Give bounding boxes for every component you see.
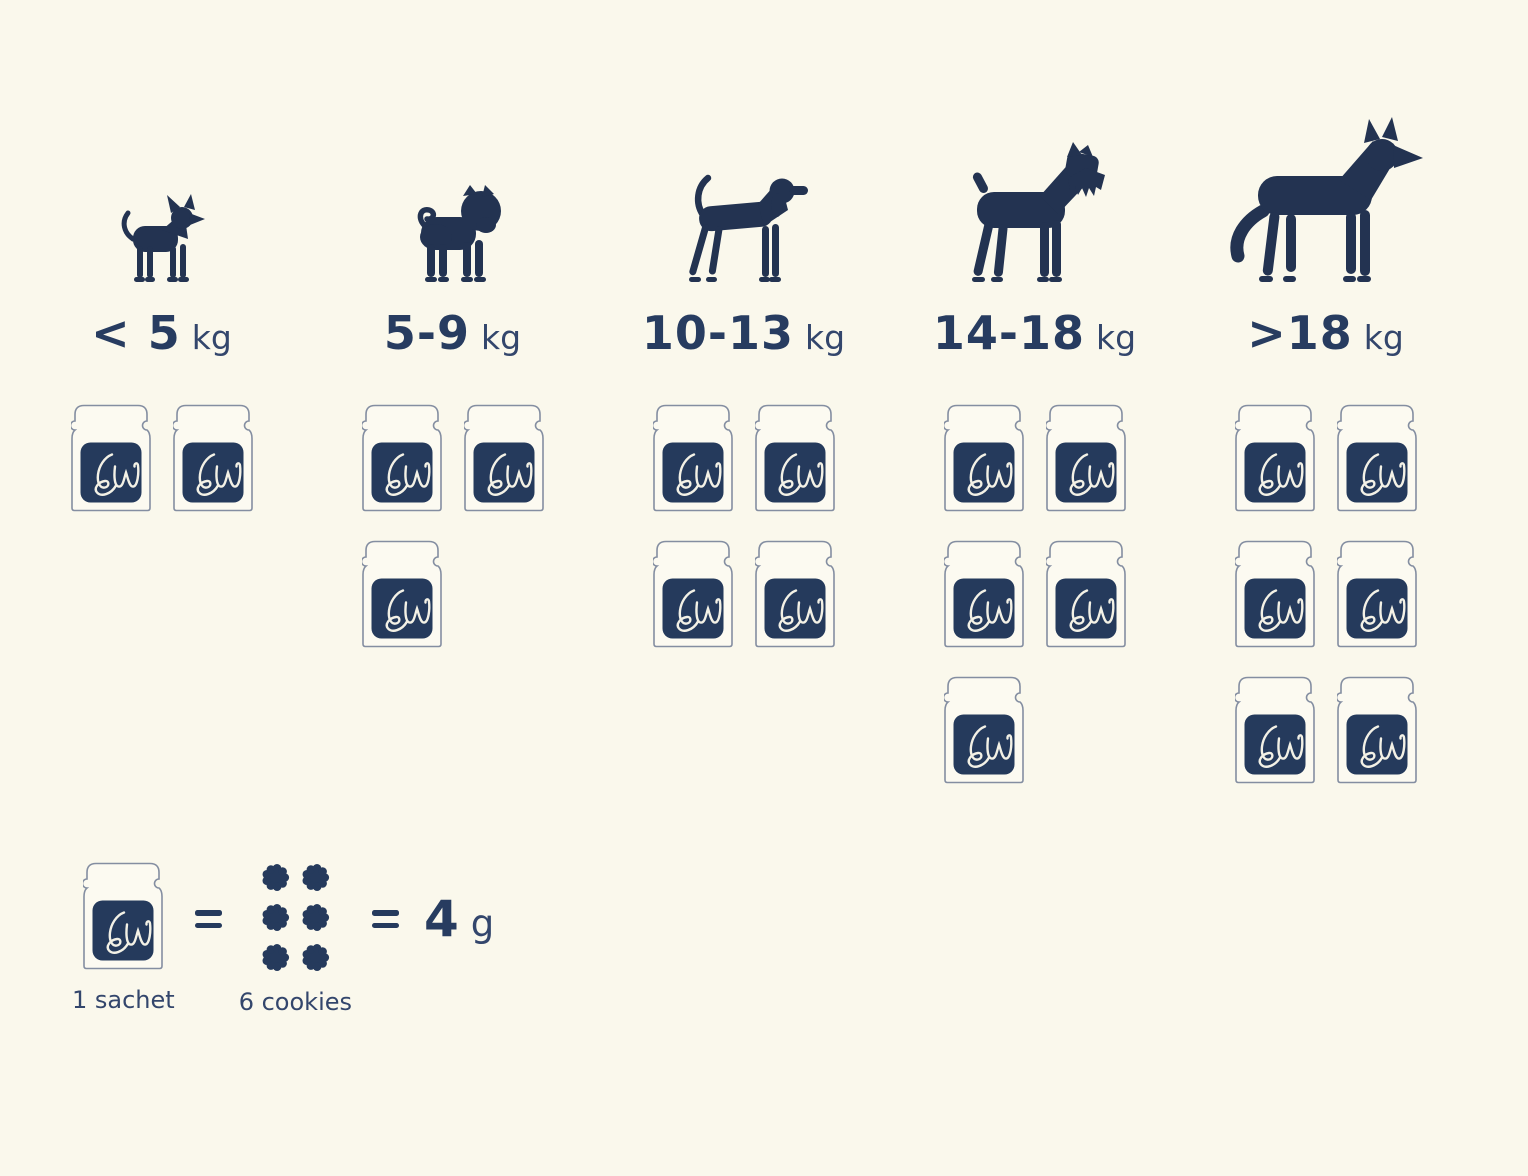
weight-unit: kg [805, 318, 846, 357]
sachet-icon [361, 404, 442, 512]
sachet-icon [943, 676, 1024, 784]
sachet-icon [1234, 404, 1315, 512]
weight-range: 14-18 [932, 306, 1086, 360]
sachet-grid [70, 404, 253, 512]
weight-label: 14-18 kg [933, 306, 1136, 360]
sachet-caption: 1 sachet [72, 986, 175, 1014]
weight-unit: kg [191, 318, 232, 357]
amount-unit: g [470, 902, 495, 945]
sachet-icon [172, 404, 253, 512]
cookie-icon [301, 863, 330, 892]
sachet-icon [754, 404, 835, 512]
sachet-icon [652, 540, 733, 648]
cookie-icon [261, 943, 290, 972]
pug-icon [397, 0, 509, 282]
weight-label: < 5 kg [91, 306, 232, 360]
weight-range: 5-9 [383, 306, 471, 360]
weight-range: >18 [1247, 306, 1353, 360]
weight-column: 10-13 kg [598, 0, 889, 784]
sachet-icon [943, 540, 1024, 648]
sachet-icon [943, 404, 1024, 512]
legend-cookies-group: 6 cookies [239, 862, 352, 1016]
sachet-grid [652, 404, 835, 648]
husky-icon [1223, 0, 1428, 282]
legend: 1 sachet [72, 862, 494, 1016]
weight-unit: kg [481, 318, 522, 357]
amount: 4 g [424, 890, 494, 948]
chihuahua-icon [112, 0, 212, 282]
weight-column: >18 kg [1180, 0, 1471, 784]
sachet-icon [652, 404, 733, 512]
weight-range: < 5 [91, 306, 181, 360]
sachet-icon [1045, 540, 1126, 648]
sachet-icon [1234, 676, 1315, 784]
weight-label: 5-9 kg [384, 306, 521, 360]
sachet-grid [361, 404, 544, 648]
sachet-icon [83, 862, 164, 970]
sachet-icon [70, 404, 151, 512]
weight-column: 5-9 kg [307, 0, 598, 784]
cookie-icon [301, 903, 330, 932]
cookie-icon [261, 863, 290, 892]
sachet-icon [1336, 540, 1417, 648]
sachet-icon [361, 540, 442, 648]
amount-value: 4 [424, 890, 459, 948]
equals-icon [194, 910, 222, 928]
weight-unit: kg [1096, 318, 1137, 357]
beagle-icon [670, 0, 818, 282]
weight-column: 14-18 kg [889, 0, 1180, 784]
sachet-grid [943, 404, 1126, 784]
sachet-icon [463, 404, 544, 512]
weight-column: < 5 kg [16, 0, 307, 784]
sachet-icon [754, 540, 835, 648]
cookies-caption: 6 cookies [238, 988, 352, 1016]
weight-label: >18 kg [1247, 306, 1404, 360]
sachet-icon [1336, 404, 1417, 512]
sachet-icon [1045, 404, 1126, 512]
schnauzer-icon [956, 0, 1114, 282]
cookie-icon [301, 943, 330, 972]
sachet-icon [1336, 676, 1417, 784]
sachet-icon [1234, 540, 1315, 648]
sachet-grid [1234, 404, 1417, 784]
weight-unit: kg [1363, 318, 1404, 357]
cookie-icon [261, 903, 290, 932]
legend-sachet-group: 1 sachet [72, 862, 175, 1014]
cookie-grid [261, 863, 330, 972]
weight-range: 10-13 [641, 306, 795, 360]
weight-columns: < 5 kg 5-9 kg [16, 0, 1471, 784]
weight-label: 10-13 kg [642, 306, 845, 360]
equals-icon [372, 910, 399, 928]
